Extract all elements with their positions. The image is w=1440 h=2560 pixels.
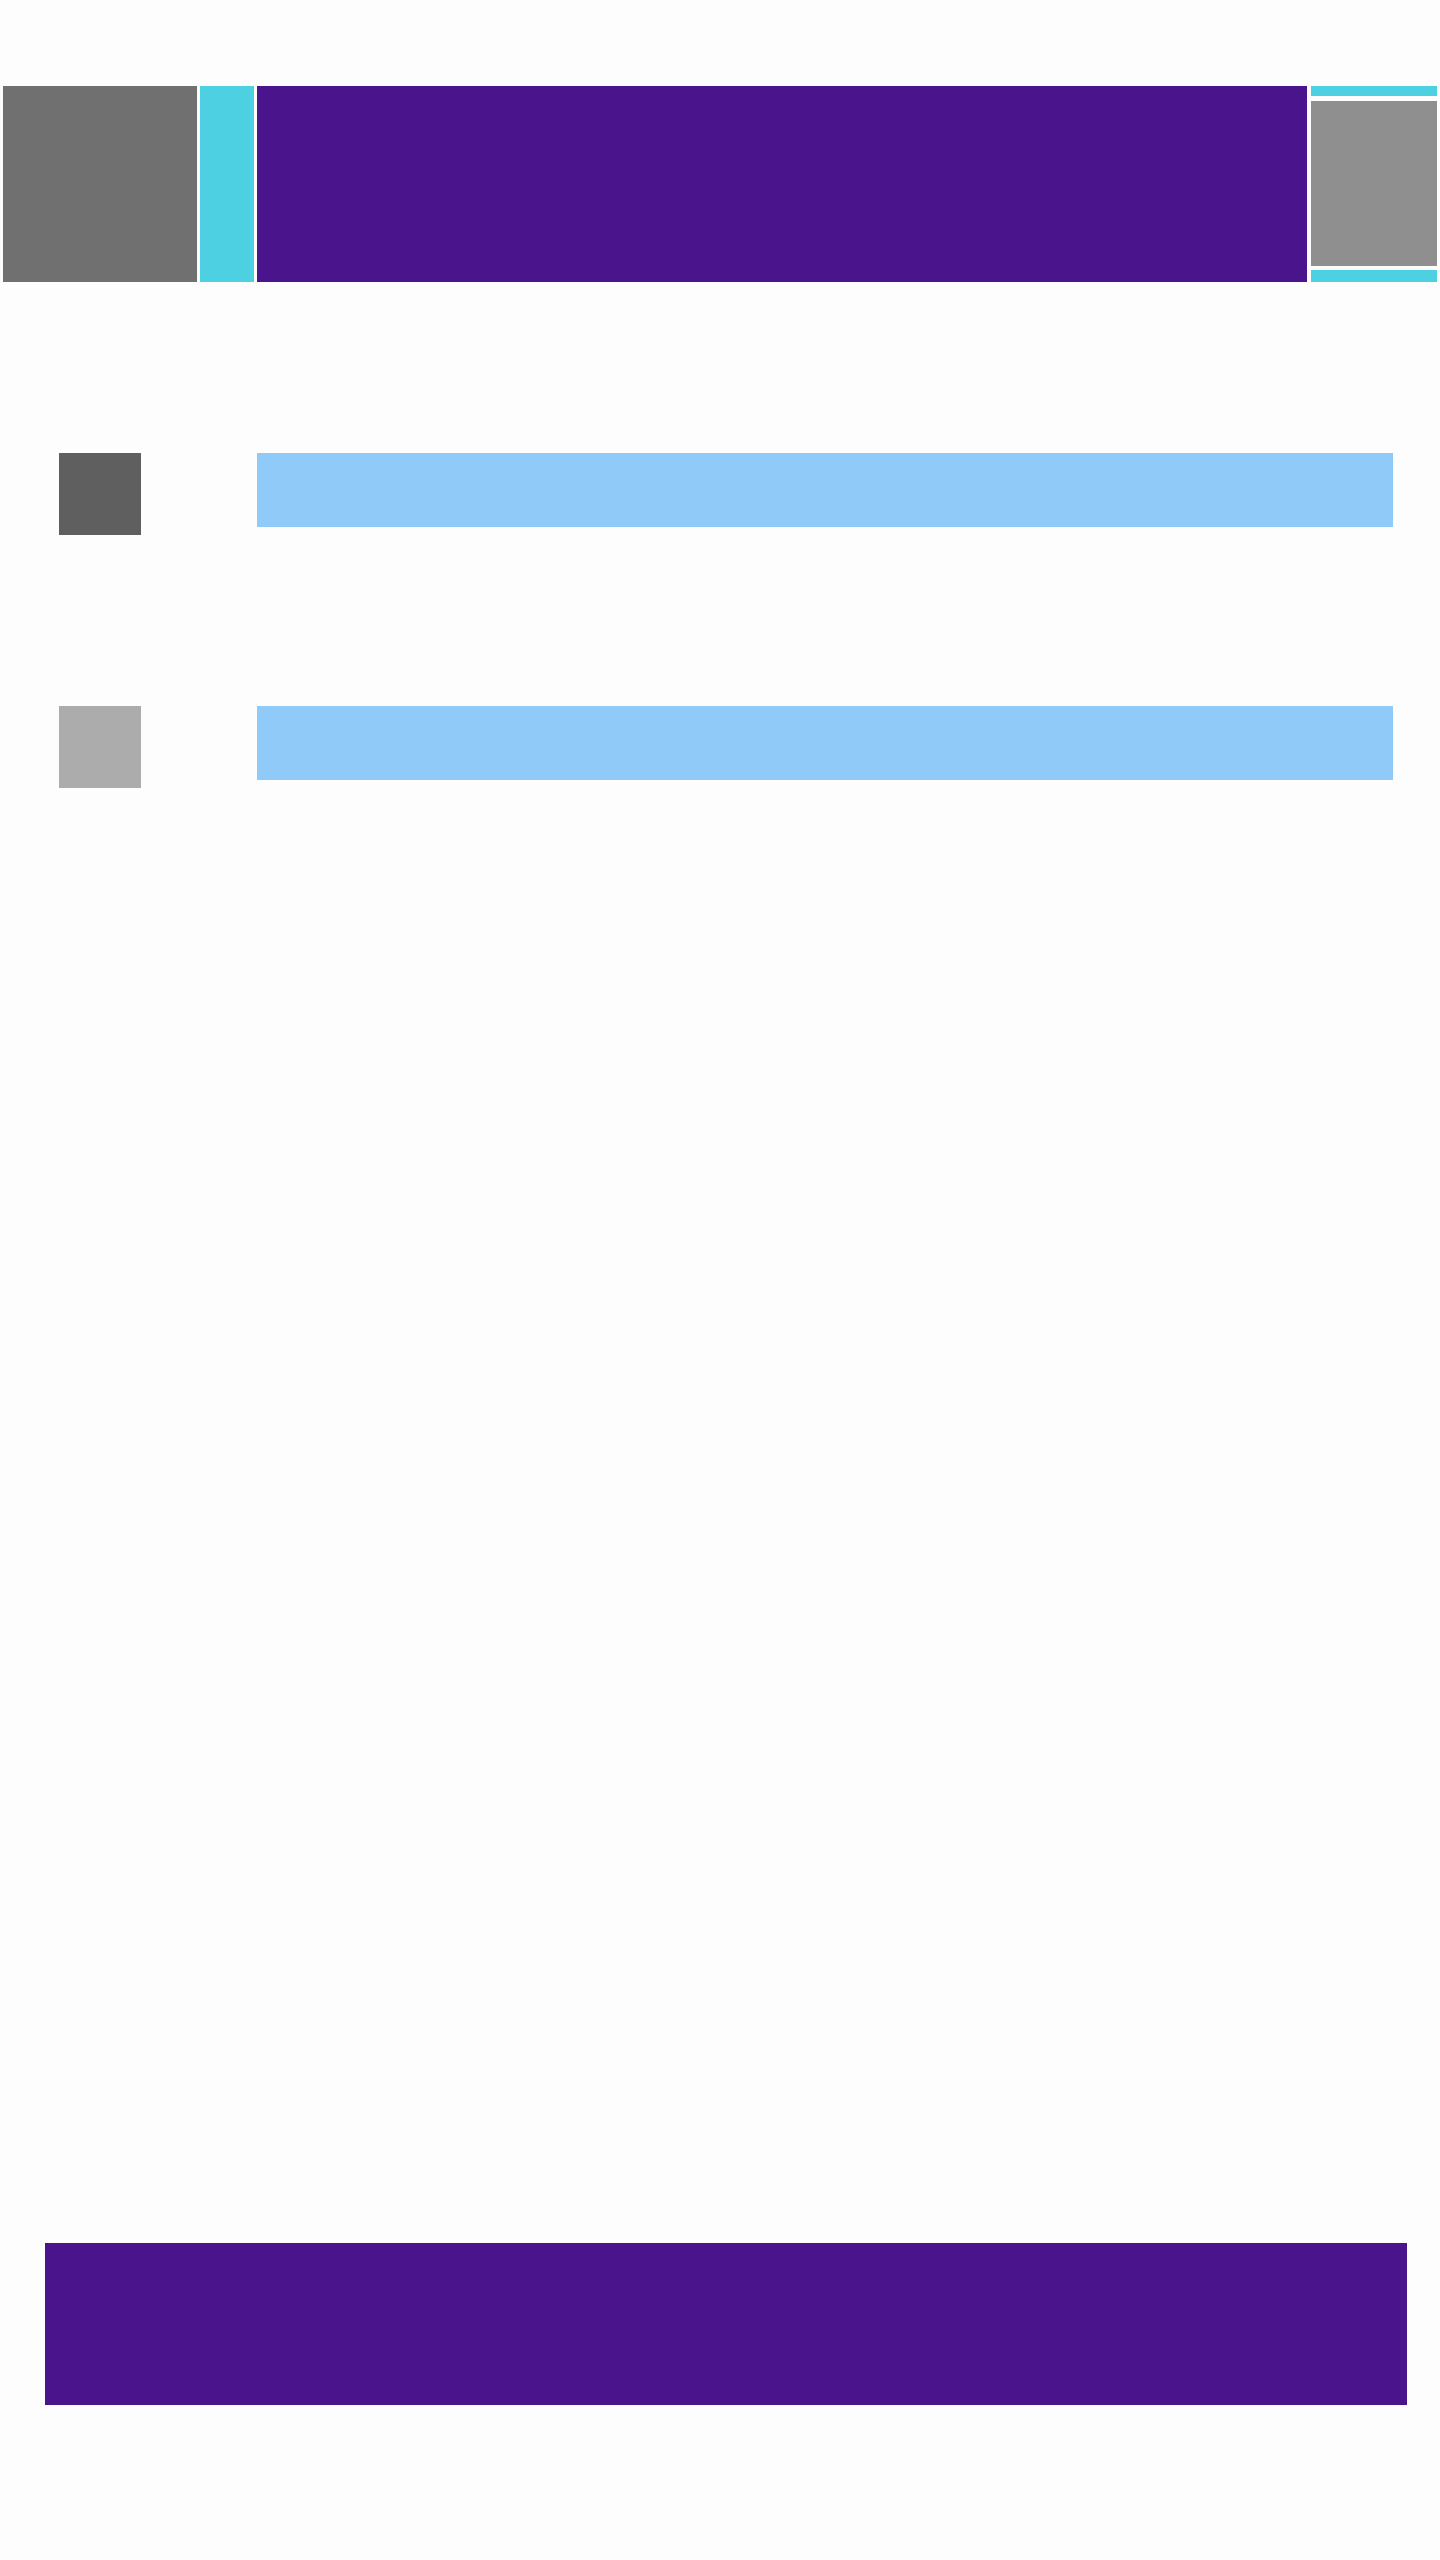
header-right-cyan-bottom-strip (1311, 270, 1437, 282)
header-right-image[interactable] (1311, 101, 1437, 266)
header-left-image[interactable] (3, 86, 197, 282)
list-item-bar[interactable] (257, 706, 1393, 780)
header-right-cyan-top-strip (1311, 86, 1437, 96)
list-item-thumbnail (59, 706, 141, 788)
list-item-bar[interactable] (257, 453, 1393, 527)
header-banner[interactable] (257, 86, 1307, 282)
header-cyan-strip (200, 86, 254, 282)
footer-banner[interactable] (45, 2243, 1407, 2405)
list-item-thumbnail (59, 453, 141, 535)
